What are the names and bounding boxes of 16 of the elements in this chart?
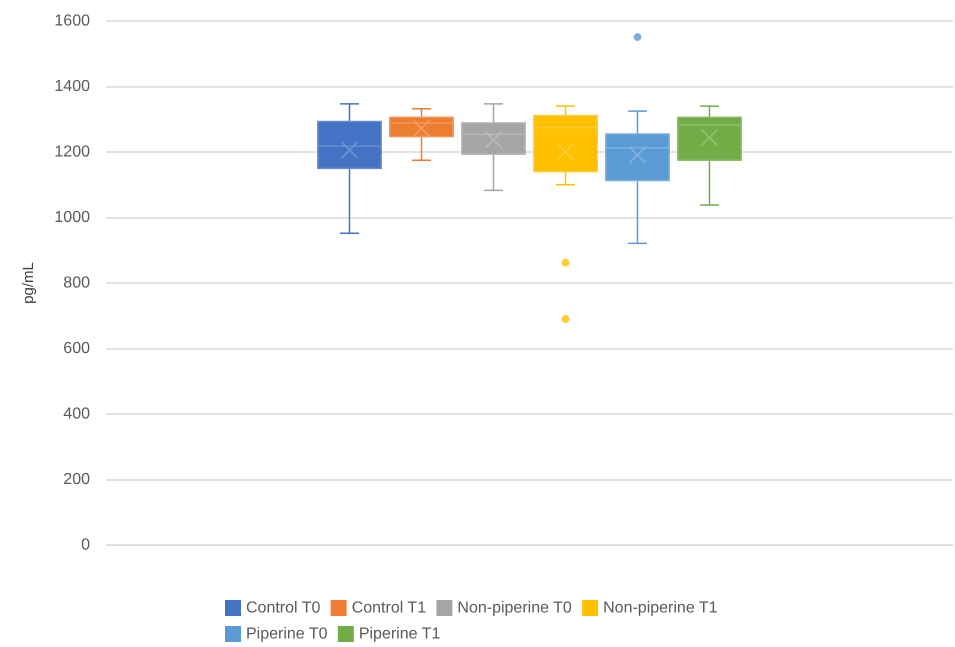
legend-label: Non-piperine T0	[457, 600, 572, 616]
y-tick-label: 1000	[54, 209, 90, 226]
legend-label: Piperine T1	[358, 626, 440, 642]
y-tick-label: 600	[63, 340, 90, 357]
y-tick-label: 1600	[54, 12, 90, 30]
y-tick-label: 1200	[54, 144, 90, 160]
y-tick-label: 800	[63, 274, 90, 292]
y-tick-label: 1400	[54, 78, 90, 95]
legend-label: Non-piperine T1	[603, 600, 718, 616]
legend-label: Control T0	[246, 600, 321, 616]
y-tick-label: 0	[81, 536, 90, 554]
legend-label: Piperine T0	[246, 626, 328, 642]
legend-label: Control T1	[352, 600, 426, 616]
y-tick-label: 200	[63, 471, 90, 488]
y-axis-title: pg/mL	[20, 262, 37, 304]
y-tick-label: 400	[63, 406, 90, 422]
